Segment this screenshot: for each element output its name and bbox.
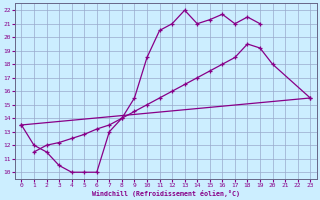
X-axis label: Windchill (Refroidissement éolien,°C): Windchill (Refroidissement éolien,°C) (92, 190, 240, 197)
